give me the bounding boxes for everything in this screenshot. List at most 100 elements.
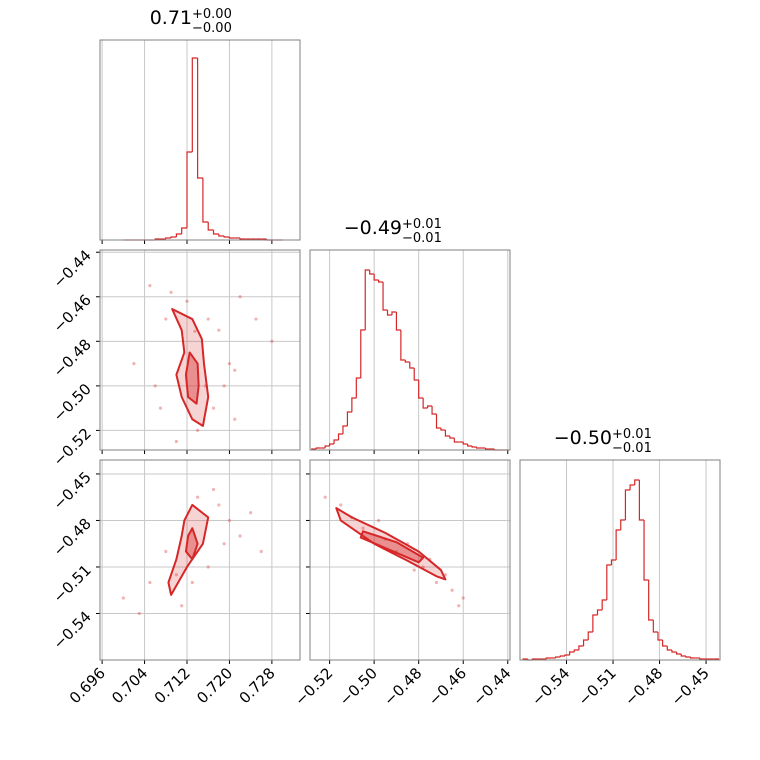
sample-point: [153, 384, 157, 388]
histogram-bin: [652, 620, 658, 633]
sample-point: [227, 361, 232, 366]
histogram-bin: [601, 599, 607, 610]
histogram-bin: [377, 280, 384, 283]
title-minus: −0.01: [402, 231, 442, 246]
histogram-bin: [624, 489, 631, 520]
histogram-bin: [202, 178, 209, 223]
histogram-bin: [181, 227, 188, 234]
histogram-bin: [413, 368, 419, 381]
histogram-bin: [324, 445, 330, 448]
sample-point: [164, 549, 168, 554]
y-tick-label: −0.50: [50, 380, 95, 425]
sample-point: [121, 596, 125, 600]
title-plus: +0.00: [192, 7, 232, 22]
histogram-bin: [699, 658, 705, 660]
panel-frame: [99, 459, 301, 661]
sample-point: [227, 518, 232, 523]
histogram-bin: [545, 657, 552, 659]
x-tick-label: 0.696: [66, 664, 109, 707]
histogram-bin: [197, 58, 203, 179]
sample-point: [211, 487, 216, 492]
histogram-bin: [426, 405, 433, 408]
x-tick-label: −0.45: [668, 664, 713, 709]
histogram-bin: [680, 654, 686, 657]
sample-point: [259, 549, 263, 554]
histogram-bin: [620, 519, 626, 530]
contour: [359, 530, 425, 564]
histogram-bin: [615, 529, 621, 560]
histogram-bin: [364, 269, 370, 330]
histogram-bin: [596, 609, 603, 615]
histogram-bin: [223, 236, 230, 238]
histogram-bin: [351, 397, 357, 412]
y-tick-label: −0.52: [50, 425, 95, 470]
sample-point: [196, 495, 200, 499]
sample-point: [249, 511, 253, 515]
histogram-bin: [638, 480, 645, 521]
panel-title: −0.49: [344, 217, 402, 239]
x-tick-label: −0.52: [291, 664, 336, 709]
sample-point: [164, 317, 168, 321]
sample-point: [238, 295, 242, 299]
histogram-bin: [342, 425, 348, 434]
x-tick-label: −0.46: [425, 664, 470, 709]
histogram-bin: [186, 151, 193, 228]
histogram-bin: [207, 222, 214, 231]
histogram-bin: [315, 447, 321, 449]
histogram-bin: [467, 444, 473, 447]
y-tick-label: −0.46: [50, 291, 95, 336]
histogram-bin: [346, 411, 352, 426]
sample-point: [217, 503, 221, 507]
histogram-bin: [648, 580, 654, 621]
histogram-bin: [587, 631, 593, 640]
histogram-bin: [382, 282, 388, 311]
histogram-bin: [175, 233, 182, 237]
sample-point: [222, 384, 226, 388]
histogram-bin: [239, 238, 246, 240]
histogram-bin: [475, 447, 482, 449]
histogram-bin: [386, 310, 392, 316]
sample-point: [233, 368, 237, 372]
histogram-bin: [606, 564, 612, 600]
histogram-bin: [369, 270, 375, 275]
sample-point: [339, 503, 343, 507]
histogram-bin: [191, 57, 198, 152]
sample-point: [457, 604, 461, 608]
histogram-bin: [573, 649, 579, 652]
sample-point: [254, 317, 258, 321]
histogram-bin: [400, 330, 406, 361]
histogram-bin: [569, 651, 575, 655]
contour: [167, 503, 210, 596]
histogram-bin: [582, 639, 589, 646]
histogram-bin: [559, 655, 565, 657]
histogram-bin: [355, 377, 361, 398]
sample-point: [190, 580, 194, 585]
histogram-bin: [449, 436, 455, 439]
title-minus: −0.00: [192, 21, 232, 36]
histogram-bin: [671, 650, 677, 653]
panel-frame: [99, 39, 301, 241]
x-tick-label: −0.50: [336, 664, 381, 709]
histogram-bin: [578, 645, 584, 650]
histogram-bin: [409, 362, 415, 369]
y-tick-label: −0.51: [50, 561, 95, 606]
histogram-bin: [444, 430, 450, 437]
title-minus: −0.01: [612, 441, 652, 456]
sample-point: [180, 604, 184, 608]
sample-point: [361, 526, 365, 530]
histogram-bin: [662, 640, 668, 647]
x-tick-label: 0.712: [151, 664, 194, 707]
sample-point: [174, 573, 178, 577]
sample-point: [323, 495, 327, 499]
contour: [171, 308, 210, 427]
histogram-bin: [395, 312, 401, 331]
sample-point: [461, 596, 465, 600]
histogram-bin: [666, 646, 672, 651]
sample-point: [376, 518, 381, 523]
panel-title: −0.50: [554, 427, 612, 449]
sample-point: [211, 406, 216, 410]
x-tick-label: 0.728: [236, 664, 279, 707]
histogram-bin: [675, 652, 682, 655]
histogram-bin: [564, 654, 570, 656]
histogram-bin: [431, 406, 437, 415]
